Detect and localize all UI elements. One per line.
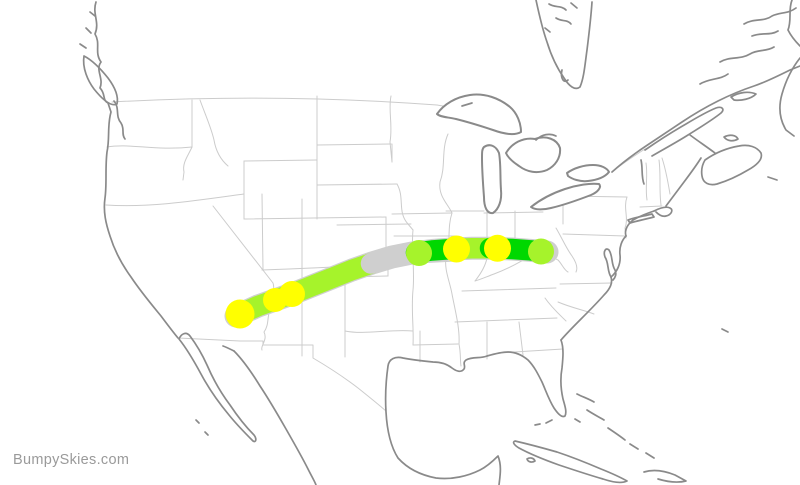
cape-cod	[653, 206, 673, 218]
coastlines	[79, 0, 800, 485]
chesapeake-bay	[603, 248, 617, 281]
bc-islands	[79, 11, 96, 49]
lake-michigan	[481, 144, 503, 215]
maine-coast	[665, 157, 702, 207]
baja-peninsula	[178, 332, 257, 443]
isle-royale	[461, 102, 473, 107]
isle-of-youth	[526, 457, 536, 463]
new-jersey-coast	[624, 219, 634, 237]
anticosti-island	[730, 91, 757, 102]
lake-champlain	[640, 159, 645, 185]
lake-superior	[436, 93, 522, 136]
puget-sound	[113, 100, 126, 140]
atlantic-coast-south	[560, 276, 613, 341]
route-waypoint	[279, 281, 305, 307]
lake-ontario	[566, 164, 610, 183]
route-waypoint	[225, 299, 255, 329]
nova-scotia	[700, 144, 763, 186]
bahamas	[574, 393, 655, 459]
bermuda-dot	[721, 328, 729, 333]
route-segment	[229, 253, 382, 325]
new-brunswick-coast	[689, 134, 716, 154]
mexico-west-coast	[233, 350, 317, 485]
labrador-coast	[699, 7, 797, 85]
lake-huron	[505, 136, 562, 174]
baja-islands	[195, 419, 209, 436]
route-waypoint	[528, 238, 554, 265]
delmarva	[610, 235, 627, 278]
state-borders	[105, 95, 671, 412]
florida-keys	[534, 419, 553, 426]
st-lawrence-north-shore	[611, 65, 800, 173]
hudson-bay	[535, 0, 593, 90]
hispaniola	[643, 469, 687, 483]
gaspe-peninsula	[644, 106, 724, 157]
route-waypoint	[443, 235, 470, 263]
gulf-coast	[384, 339, 567, 485]
cuba	[512, 440, 628, 484]
sea-of-cortez-head	[222, 345, 235, 352]
hudson-bay-islands	[544, 2, 578, 33]
new-england-coast	[632, 210, 655, 221]
route-waypoint	[406, 240, 432, 266]
route-layer	[224, 234, 559, 329]
sable-island	[767, 176, 778, 181]
lake-erie	[530, 182, 601, 211]
georgian-bay	[535, 133, 557, 141]
pacific-coast	[94, 1, 179, 339]
james-bay	[560, 69, 569, 83]
route-waypoint	[484, 234, 511, 262]
vancouver-island	[82, 55, 119, 106]
newfoundland-west	[779, 0, 800, 137]
prince-edward-island	[723, 134, 739, 142]
watermark: BumpySkies.com	[13, 452, 130, 468]
